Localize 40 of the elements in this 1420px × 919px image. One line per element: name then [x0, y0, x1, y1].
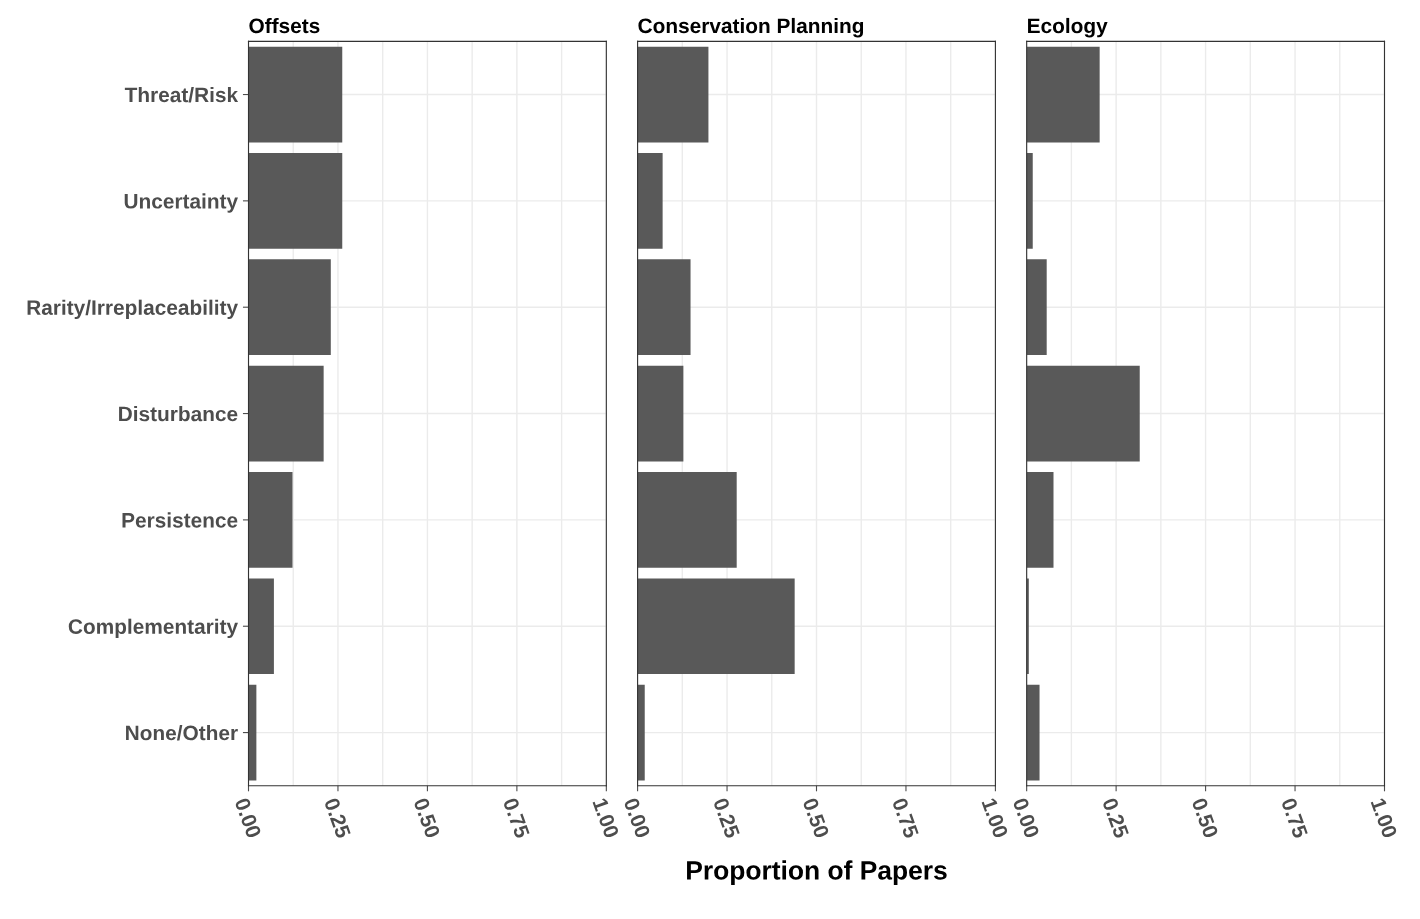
x-tick-label: 1.00	[981, 797, 1009, 839]
x-tick-label: 0.50	[802, 797, 830, 839]
bar	[637, 684, 645, 781]
y-tick-label: Threat/Risk	[124, 86, 239, 103]
bar	[1026, 684, 1040, 781]
x-tick-label: 0.25	[712, 797, 741, 839]
bar	[637, 153, 663, 249]
y-tick-label: Persistence	[122, 512, 238, 528]
bar	[637, 46, 709, 143]
x-axis-title: Proportion of Papers	[687, 860, 947, 885]
chart-title: Offsets	[249, 17, 320, 34]
bar	[1026, 259, 1047, 356]
x-tick-label: 0.25	[323, 797, 352, 839]
bar	[637, 259, 691, 356]
x-tick-label: 1.00	[592, 797, 620, 839]
bar	[1026, 578, 1029, 675]
chart-title: Ecology	[1028, 17, 1108, 38]
chart-title: Conservation Planning	[638, 17, 864, 38]
x-tick-label: 0.75	[502, 797, 531, 839]
x-tick-label: 0.00	[1012, 797, 1040, 839]
x-tick-label: 0.00	[234, 797, 262, 839]
bar	[637, 578, 795, 675]
bar	[1026, 46, 1100, 143]
bar	[637, 365, 684, 462]
y-tick-label: Rarity/Irreplaceability	[27, 299, 238, 320]
bar	[1026, 472, 1054, 568]
x-tick-label: 0.25	[1102, 797, 1130, 839]
y-tick-label: None/Other	[126, 725, 238, 741]
x-tick-label: 0.75	[1280, 797, 1309, 839]
x-tick-label: 0.50	[413, 797, 441, 839]
bar	[637, 472, 737, 568]
y-tick-label: Uncertainty	[124, 193, 238, 213]
x-tick-label: 0.75	[891, 797, 920, 839]
x-tick-label: 0.50	[1191, 797, 1219, 839]
y-tick-label: Disturbance	[119, 406, 238, 422]
x-tick-label: 1.00	[1370, 797, 1398, 839]
y-tick-label: Complementarity	[68, 618, 238, 639]
bar	[1026, 365, 1140, 462]
x-tick-label: 0.00	[623, 797, 651, 839]
bar	[1026, 153, 1033, 249]
